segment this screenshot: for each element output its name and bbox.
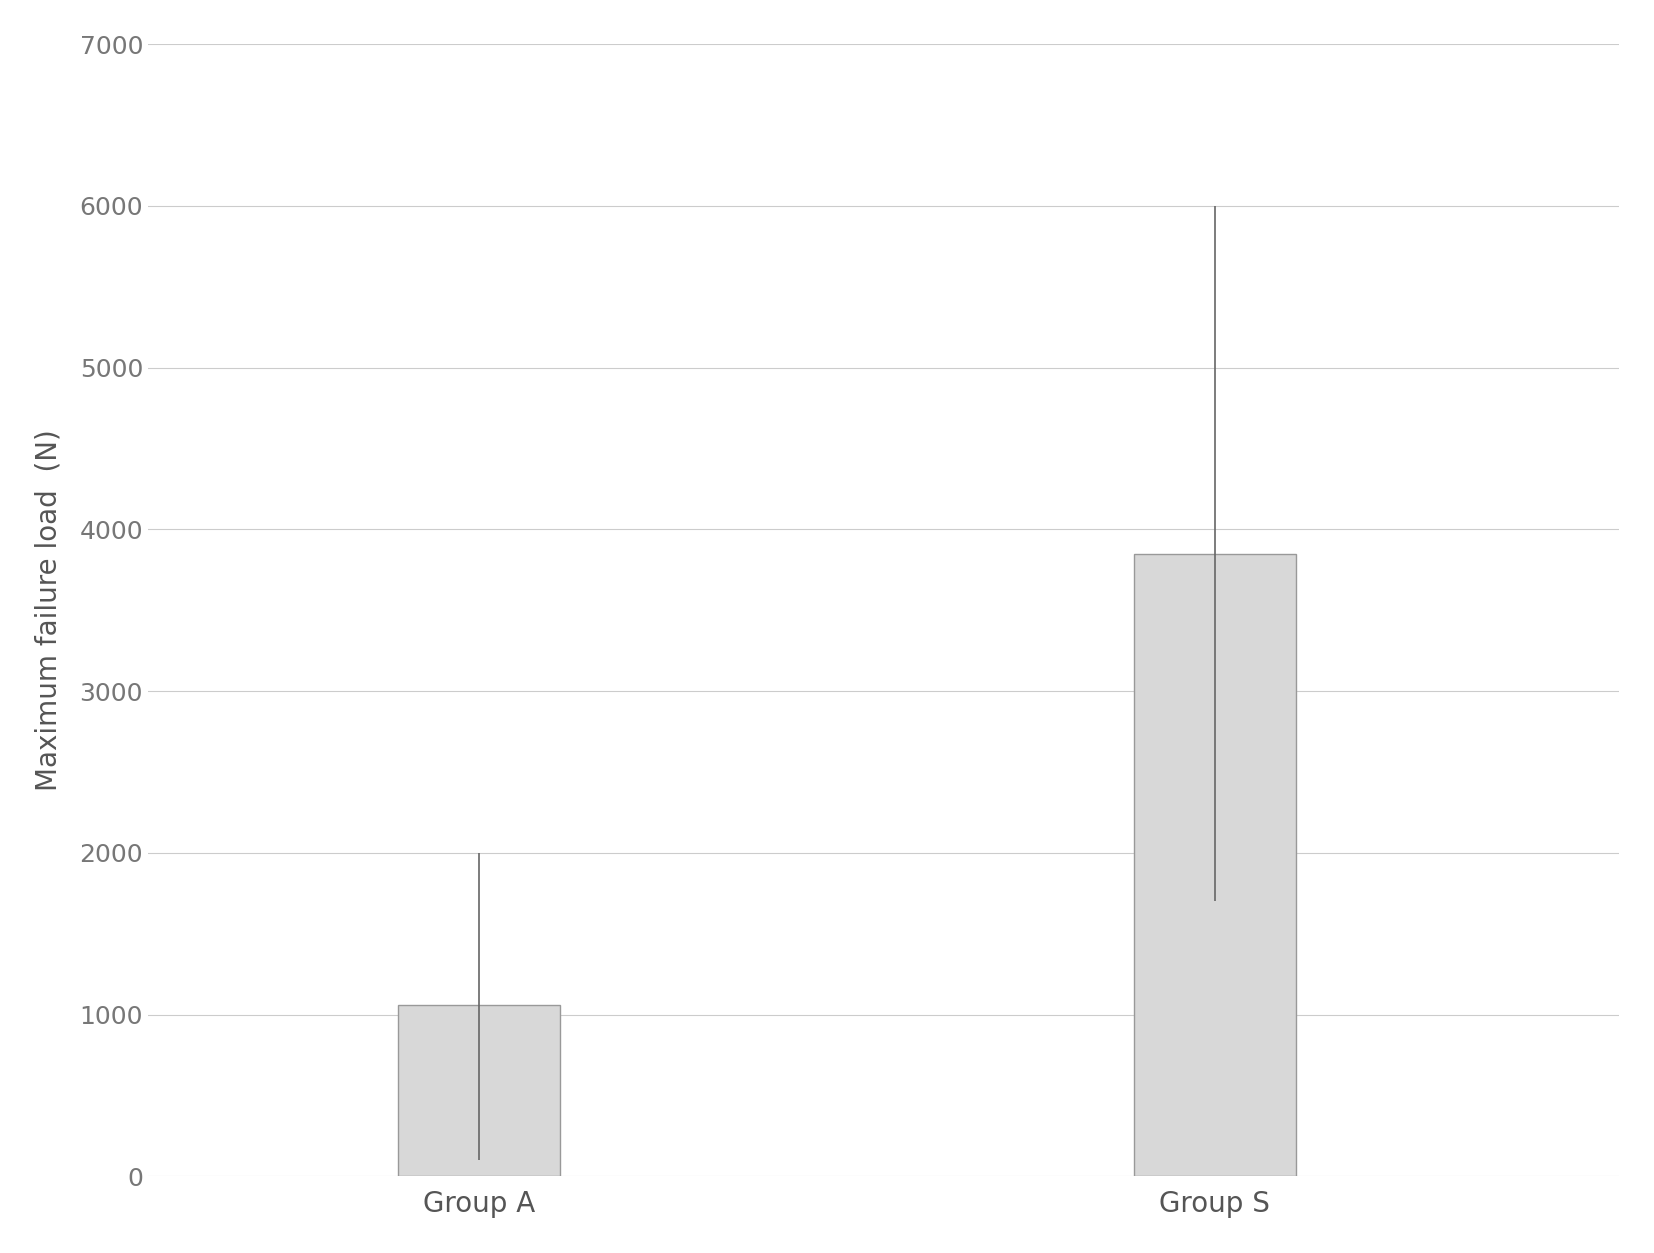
Bar [399,1005,559,1177]
Y-axis label: Maximum failure load  (N): Maximum failure load (N) [35,430,63,791]
Bar [1133,554,1295,1177]
